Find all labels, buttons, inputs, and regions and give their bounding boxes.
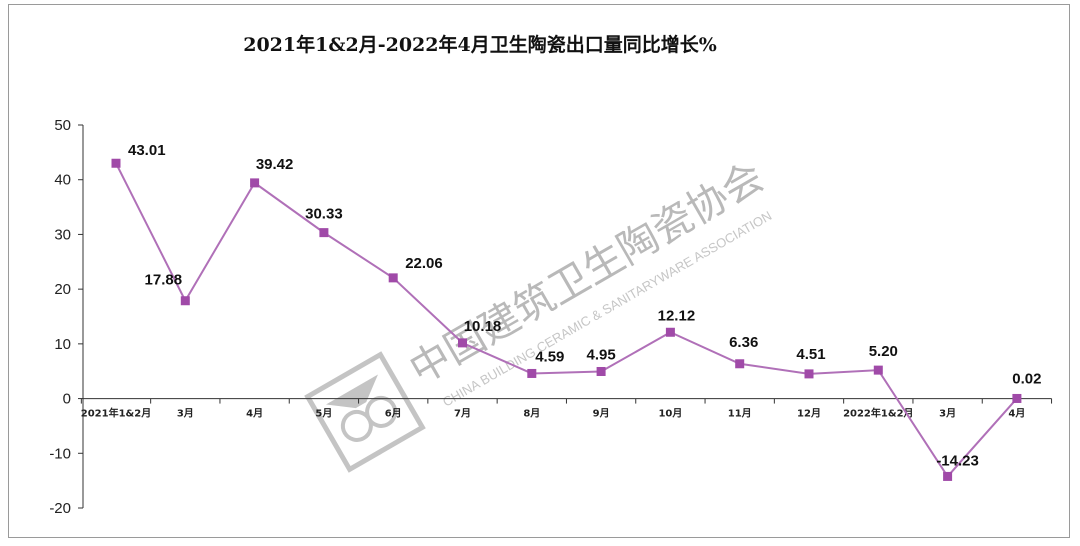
x-tick-label: 10月 xyxy=(658,408,682,420)
chart-title: 2021年1&2月-2022年4月卫生陶瓷出口量同比增长% xyxy=(243,34,717,56)
y-tick-label: 50 xyxy=(54,117,71,134)
axes: 50 40 30 20 10 0 -10 -20 2021年1&2月 3月 4月 5月 6月 7月 8月 9月… xyxy=(49,117,1053,517)
series-line xyxy=(115,162,1018,479)
data-point xyxy=(180,296,190,306)
data-point xyxy=(1012,393,1022,403)
data-label: 4.51 xyxy=(796,346,825,363)
x-tick-label: 5月 xyxy=(315,408,332,420)
series xyxy=(111,158,1022,481)
data-label: 0.02 xyxy=(1012,370,1041,387)
y-tick-label: -20 xyxy=(49,500,71,517)
x-tick-label: 3月 xyxy=(177,408,194,420)
x-tick-label: 6月 xyxy=(385,408,402,420)
data-label: 30.33 xyxy=(305,206,343,223)
data-label: 39.42 xyxy=(256,156,294,173)
x-tick-label: 7月 xyxy=(454,408,471,420)
chart-frame xyxy=(8,4,1070,538)
data-point xyxy=(804,369,814,379)
data-point xyxy=(943,471,953,481)
data-label: 5.20 xyxy=(869,343,898,360)
y-tick-label: 40 xyxy=(54,172,71,189)
x-tick-label: 4月 xyxy=(246,408,263,420)
data-label: 17.88 xyxy=(145,272,183,289)
x-tick-label: 11月 xyxy=(728,408,752,420)
x-tick-label: 9月 xyxy=(593,408,610,420)
x-tick-label: 4月 xyxy=(1008,408,1025,420)
data-label: 4.95 xyxy=(586,346,615,363)
data-labels: 43.01 17.88 39.42 30.33 22.06 10.18 4.59 4.95 12… xyxy=(128,142,1042,469)
data-label: 22.06 xyxy=(405,255,443,272)
data-label: 6.36 xyxy=(729,334,758,351)
data-point xyxy=(527,368,537,378)
x-tick-label: 8月 xyxy=(523,408,540,420)
data-point xyxy=(596,366,606,376)
y-tick-label: 30 xyxy=(54,226,71,243)
data-point xyxy=(735,359,745,369)
x-tick-label: 3月 xyxy=(939,408,956,420)
data-point xyxy=(111,158,121,168)
watermark-logo-icon xyxy=(304,351,426,473)
data-point xyxy=(665,327,675,337)
data-label: 10.18 xyxy=(464,318,502,335)
data-point xyxy=(319,228,329,238)
data-point xyxy=(388,273,398,283)
x-tick-label: 12月 xyxy=(797,408,821,420)
x-tick-label: 2021年1&2月 xyxy=(81,407,151,420)
y-tick-label: 20 xyxy=(54,281,71,298)
data-label: 4.59 xyxy=(535,348,564,365)
data-point xyxy=(873,365,883,375)
y-tick-label: -10 xyxy=(49,445,71,462)
y-tick-label: 10 xyxy=(54,336,71,353)
data-label: -14.23 xyxy=(936,452,979,469)
watermark: 中国建筑卫生陶瓷协会 CHINA BUILDING CERAMIC & SANI… xyxy=(304,154,774,473)
data-point xyxy=(250,178,260,188)
y-tick-label: 0 xyxy=(63,391,71,408)
data-point xyxy=(458,338,467,348)
data-label: 12.12 xyxy=(658,307,696,324)
data-label: 43.01 xyxy=(128,142,166,159)
x-tick-label: 2022年1&2月 xyxy=(843,407,913,420)
